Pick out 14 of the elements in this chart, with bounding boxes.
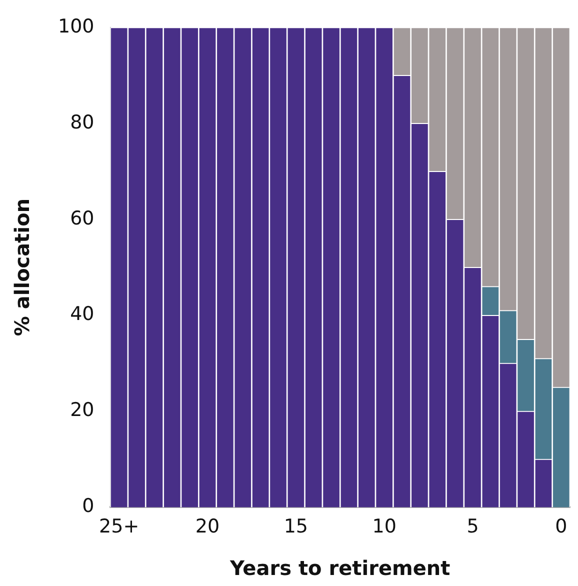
- y-tick-label: 80: [70, 111, 94, 134]
- x-tick-label: 20: [195, 516, 220, 538]
- y-tick-label: 100: [58, 15, 94, 38]
- x-axis-title: Years to retirement: [229, 556, 451, 580]
- y-tick-label: 0: [82, 495, 94, 518]
- y-tick-label: 40: [70, 303, 94, 326]
- x-tick-label: 15: [284, 516, 308, 538]
- y-tick-label: 60: [70, 207, 94, 230]
- x-tick-label: 0: [555, 516, 568, 538]
- x-tick-label: 10: [372, 516, 396, 538]
- x-tick-label: 5: [466, 516, 479, 538]
- y-axis-title: % allocation: [10, 198, 34, 336]
- y-tick-label: 20: [70, 399, 94, 422]
- x-tick-label: 25+: [99, 516, 140, 538]
